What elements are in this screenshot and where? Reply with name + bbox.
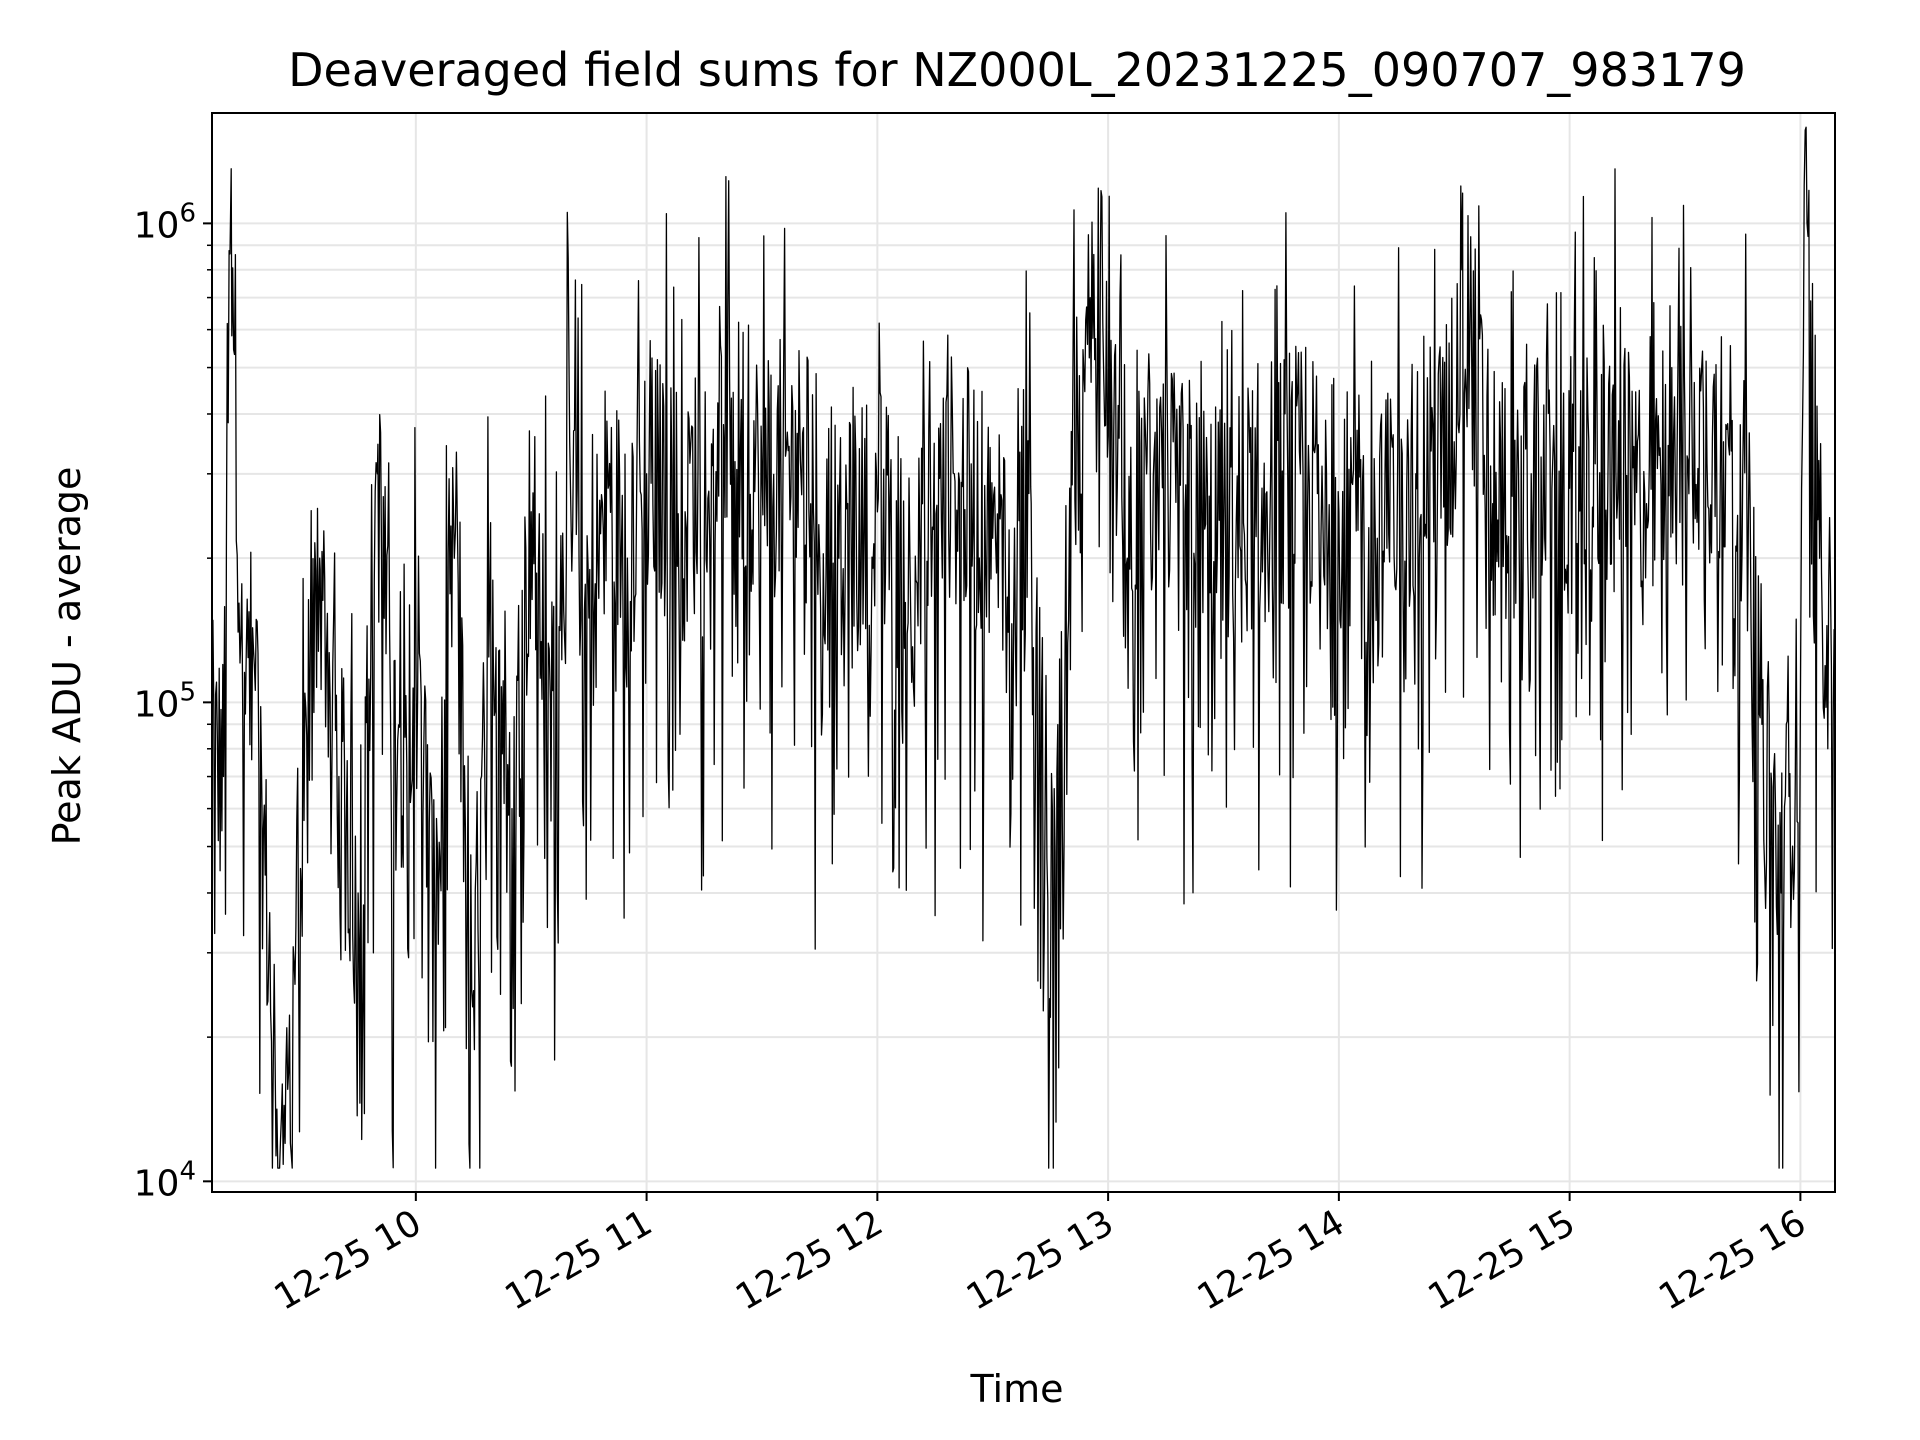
chart-title: Deaveraged field sums for NZ000L_2023122… xyxy=(288,43,1746,97)
y-tick-label: 106 xyxy=(134,198,196,246)
x-axis-label: Time xyxy=(970,1367,1064,1411)
y-axis-label: Peak ADU - average xyxy=(45,467,89,846)
axes-frame xyxy=(211,112,1836,1193)
series-line xyxy=(212,126,1835,1169)
plot-area xyxy=(212,126,1835,1169)
